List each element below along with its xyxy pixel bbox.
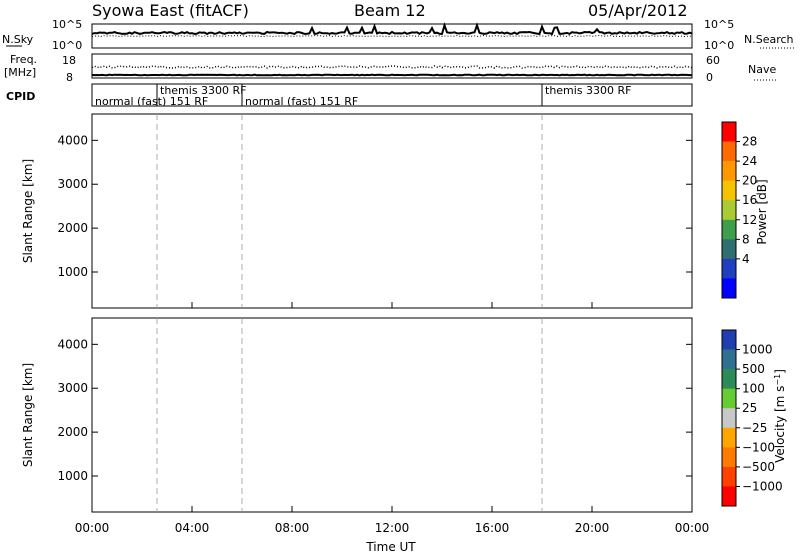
power-colorbar-label: Power [dB] [755, 179, 769, 244]
nsearch-series [91, 34, 693, 38]
freq-unit: [MHz] [4, 66, 36, 79]
freq-series [91, 73, 692, 77]
freq-label: Freq. [10, 53, 37, 66]
colorbar-tick-label: 20 [742, 174, 757, 188]
colorbar-swatch [722, 141, 736, 162]
colorbar-tick-label: 12 [742, 213, 757, 227]
colorbar-tick-label: 24 [742, 154, 757, 168]
cpid-mode-label: themis 3300 RF [160, 84, 247, 97]
freq-panel: Freq. [MHz] 18 8 60 0 Nave [4, 53, 778, 84]
date-title: 05/Apr/2012 [588, 1, 688, 20]
nsky-tick-bottom: 10^0 [52, 39, 82, 52]
freq-panel-frame [91, 53, 693, 79]
nsearch-tick-top: 10^5 [704, 18, 734, 31]
nave-label: Nave [748, 63, 776, 76]
cpid-mode-label: normal (fast) 151 RF [245, 95, 358, 108]
colorbar-swatch [722, 161, 736, 181]
cpid-label: CPID [6, 90, 35, 103]
colorbar-tick-label: 4 [742, 252, 750, 266]
power-panel: Slant Range [km] 1000 2000 3000 4000 28 24 20… [21, 113, 769, 309]
nsky-tick-top: 10^5 [52, 18, 82, 31]
colorbar-tick-label: 16 [742, 193, 757, 207]
colorbar-swatch [722, 239, 736, 260]
power-yticks: 1000 2000 3000 4000 [57, 133, 692, 279]
ytick-label: 3000 [57, 177, 88, 191]
colorbar-swatch [722, 258, 736, 279]
colorbar-frame [721, 121, 737, 299]
colorbar-swatch [722, 122, 736, 142]
nsky-series [91, 22, 693, 36]
colorbar-swatch [722, 200, 736, 221]
nsky-panel: N.Sky 10^5 10^0 10^5 10^0 N.Search [2, 18, 794, 52]
ytick-label: 2000 [57, 221, 88, 235]
nsearch-tick-bottom: 10^0 [704, 39, 734, 52]
beam-title: Beam 12 [354, 1, 426, 20]
nave-tick-top: 60 [706, 54, 720, 67]
station-title: Syowa East (fitACF) [92, 1, 249, 20]
freq-tick-top: 18 [62, 54, 76, 67]
nsky-label: N.Sky [2, 33, 34, 46]
cpid-mode-label: normal (fast) 151 RF [95, 95, 208, 108]
nave-series [91, 65, 693, 69]
ytick-label: 1000 [57, 265, 88, 279]
colorbar-swatch [722, 278, 736, 299]
nave-tick-bottom: 0 [706, 71, 713, 84]
cpid-panel-frame [91, 83, 693, 107]
colorbar-tick-label: 8 [742, 232, 750, 246]
power-ylabel: Slant Range [km] [21, 159, 35, 263]
freq-tick-bottom: 8 [66, 71, 73, 84]
power-panel-frame [91, 113, 693, 309]
colorbar-swatch [722, 219, 736, 240]
nsearch-label: N.Search [744, 33, 794, 46]
colorbar-swatch [722, 180, 736, 201]
cpid-mode-label: themis 3300 RF [545, 84, 632, 97]
colorbar-tick-label: 28 [742, 135, 757, 149]
ytick-label: 4000 [57, 133, 88, 147]
power-colorbar: 28 24 20 16 12 8 4 [721, 121, 757, 299]
